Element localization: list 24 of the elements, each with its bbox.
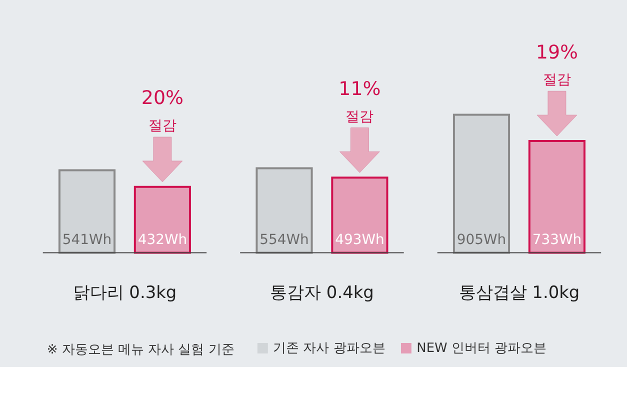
text: 20%: [141, 87, 184, 110]
x-tick-label: 통감자 0.4kg: [270, 282, 374, 302]
annotation: 절감: [346, 108, 374, 125]
data-label: 905Wh: [456, 232, 506, 248]
bar: [331, 176, 388, 254]
bar: [528, 140, 586, 254]
legend-label: 기존 자사 광파오븐: [273, 341, 386, 356]
data-label: 493Wh: [335, 232, 384, 248]
bar: [256, 167, 313, 254]
text: ※ 자동오븐 메뉴 자사 실험 기준: [46, 342, 234, 358]
x-tick-label: 통삼겹살 1.0kg: [458, 282, 580, 302]
data-label: 432Wh: [138, 232, 188, 248]
data-label: 733Wh: [532, 232, 582, 248]
x-tick-label: 닭다리 0.3kg: [72, 282, 177, 302]
bar: [134, 186, 191, 254]
text: 19%: [536, 41, 578, 64]
bar: [58, 169, 116, 254]
annotation: 절감: [148, 118, 176, 134]
legend-label: NEW 인버터 광파오븐: [416, 341, 547, 356]
text: 절감: [542, 72, 571, 88]
bar: [452, 114, 510, 254]
data-label: 541Wh: [62, 232, 112, 248]
data-label: 554Wh: [260, 232, 309, 248]
text: 11%: [338, 78, 381, 100]
